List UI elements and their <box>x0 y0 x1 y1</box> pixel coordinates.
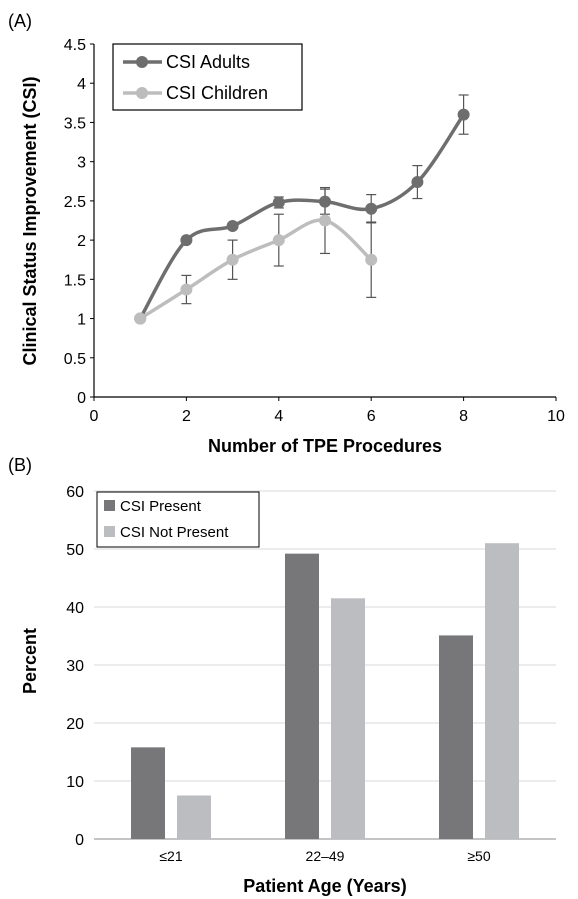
data-point-csi-children <box>365 253 378 266</box>
bar-csi-not-present <box>177 795 211 839</box>
bar-csi-not-present <box>331 598 365 839</box>
panel-a-line-chart: (A) Clinical Status Improvement (CSI) Nu… <box>8 11 565 456</box>
panel-b-x-tick-label: ≤21 <box>159 848 182 864</box>
panel-b-legend-box <box>96 491 260 548</box>
bar-csi-present <box>285 553 319 839</box>
panel-b-y-tick-label: 50 <box>66 542 84 559</box>
panel-a-y-tick-label: 3 <box>77 155 86 172</box>
panel-a-y-tick-label: 4.5 <box>64 37 86 54</box>
panel-b-y-tick-label: 20 <box>66 716 84 733</box>
panel-b-gridlines <box>94 490 556 840</box>
panel-a-y-tick-labels: 0 0.5 1 1.5 2 2.5 3 3.5 4 4.5 <box>64 37 94 407</box>
panel-a-y-tick-label: 1 <box>77 312 86 329</box>
data-point-csi-adults <box>319 195 331 208</box>
panel-a-x-axis-title: Number of TPE Procedures <box>208 436 442 456</box>
panel-a-x-tick-label: 10 <box>547 408 565 425</box>
legend-marker-csi-adults <box>136 56 148 68</box>
legend-label-csi-adults: CSI Adults <box>166 52 250 72</box>
data-point-csi-adults <box>226 219 239 232</box>
panel-b-y-tick-label: 60 <box>66 484 84 501</box>
panel-b-bars <box>131 543 519 839</box>
panel-a-label: (A) <box>8 11 32 31</box>
data-point-csi-children <box>319 214 331 227</box>
legend-swatch-csi-present <box>104 500 115 511</box>
panel-b-y-axis-title: Percent <box>20 628 40 694</box>
panel-a-y-tick-label: 0 <box>77 390 86 407</box>
bar-csi-not-present <box>485 543 519 839</box>
panel-a-y-tick-label: 0.5 <box>64 351 86 368</box>
panel-b-x-axis-title: Patient Age (Years) <box>243 876 406 896</box>
data-point-csi-adults <box>457 108 470 121</box>
panel-a-legend-box <box>112 43 303 111</box>
panel-b-y-tick-label: 30 <box>66 658 84 675</box>
data-point-csi-adults <box>411 176 424 189</box>
panel-a-legend: CSI Adults CSI Children <box>112 43 303 111</box>
data-point-csi-children <box>180 283 193 296</box>
data-point-csi-children <box>226 253 239 266</box>
legend-marker-csi-children <box>136 87 148 99</box>
panel-a-axes <box>93 44 556 398</box>
panel-b-bar-chart: (B) Percent Patient Age (Years) 0 10 20 30 4… <box>8 455 556 896</box>
panel-a-x-tick-label: 8 <box>459 408 468 425</box>
panel-a-x-tick-label: 0 <box>90 408 99 425</box>
panel-a-y-tick-label: 2 <box>77 233 86 250</box>
legend-label-csi-present: CSI Present <box>120 498 202 515</box>
panel-a-y-tick-label: 3.5 <box>64 115 86 132</box>
data-point-csi-children <box>134 312 147 325</box>
panel-b-x-tick-labels: ≤21 22–49 ≥50 <box>159 848 490 864</box>
panel-b-legend: CSI Present CSI Not Present <box>96 491 260 548</box>
panel-a-x-tick-label: 2 <box>182 408 191 425</box>
panel-b-y-tick-labels: 0 10 20 30 40 50 60 <box>66 484 84 849</box>
panel-a-y-axis-title: Clinical Status Improvement (CSI) <box>20 76 40 365</box>
panel-a-x-tick-labels: 0 2 4 6 8 10 <box>90 397 565 425</box>
panel-a-x-tick-label: 6 <box>367 408 376 425</box>
series-line-csi-children <box>139 218 373 321</box>
panel-b-y-tick-label: 40 <box>66 600 84 617</box>
legend-swatch-csi-not-present <box>104 526 115 537</box>
panel-a-y-tick-label: 1.5 <box>64 272 86 289</box>
panel-a-y-tick-label: 4 <box>77 76 86 93</box>
data-point-csi-adults <box>365 202 378 215</box>
panel-b-x-tick-label: ≥50 <box>467 848 490 864</box>
panel-b-y-tick-label: 10 <box>66 774 84 791</box>
legend-label-csi-not-present: CSI Not Present <box>120 524 229 541</box>
panel-a-x-tick-label: 4 <box>274 408 283 425</box>
bar-csi-present <box>131 747 165 839</box>
data-point-csi-children <box>272 234 285 247</box>
panel-b-label: (B) <box>8 455 32 475</box>
panel-b-y-tick-label: 0 <box>75 832 84 849</box>
legend-label-csi-children: CSI Children <box>166 83 268 103</box>
bar-csi-present <box>439 635 473 839</box>
data-point-csi-adults <box>180 234 193 247</box>
panel-a-data-points <box>134 108 470 325</box>
panel-b-x-tick-label: 22–49 <box>306 848 345 864</box>
panel-a-y-tick-label: 2.5 <box>64 194 86 211</box>
data-point-csi-adults <box>272 196 285 209</box>
